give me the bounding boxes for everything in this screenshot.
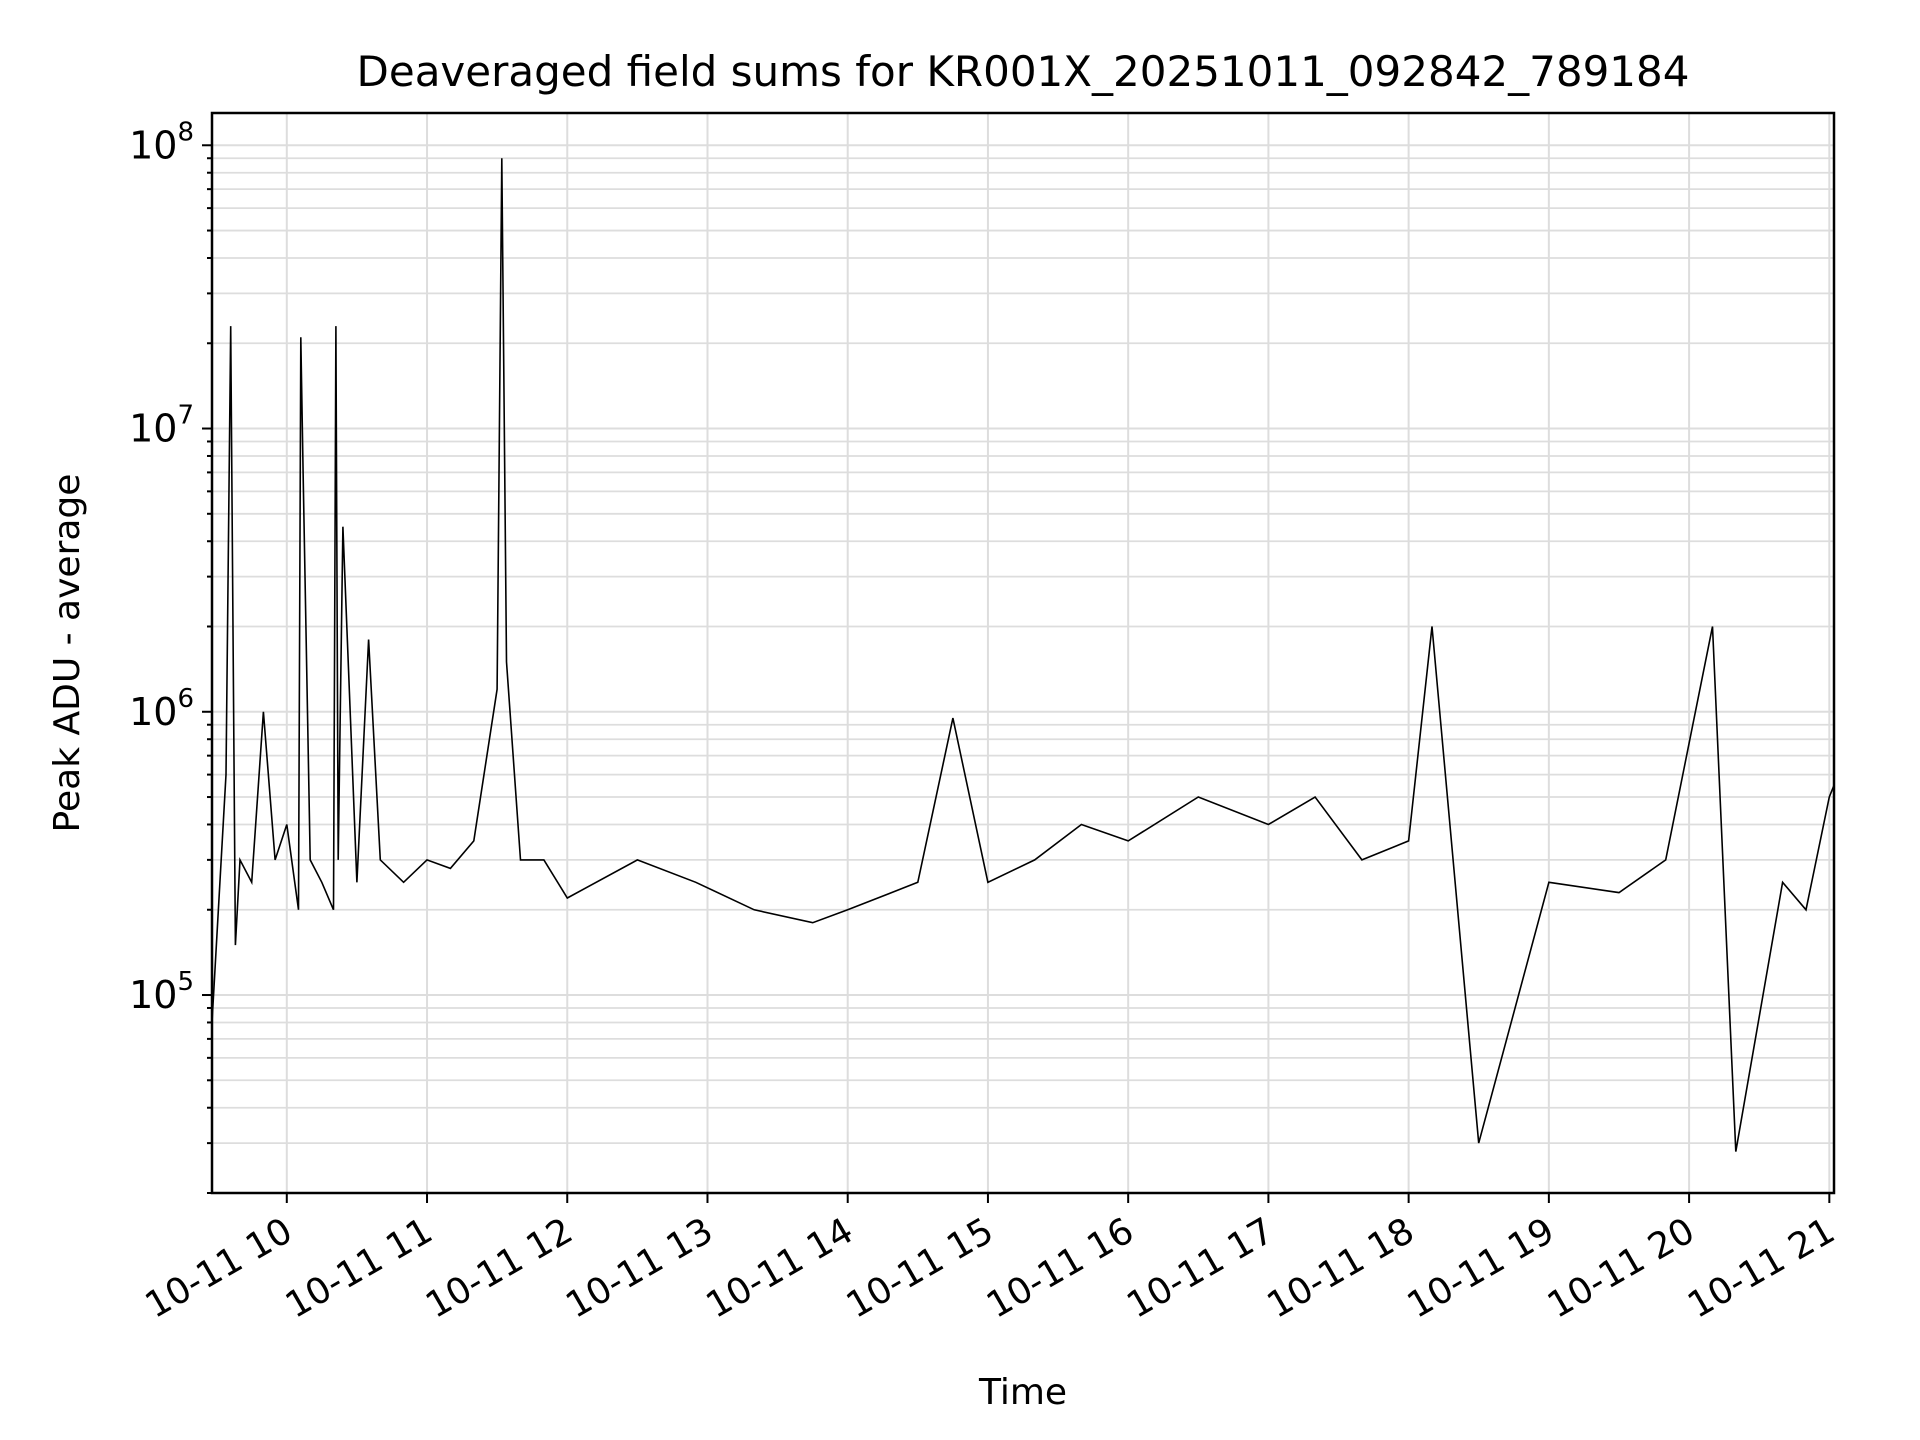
y-tick-label: 107: [129, 401, 194, 451]
y-axis-label: Peak ADU - average: [47, 474, 88, 833]
x-axis-label: Time: [978, 1372, 1067, 1413]
y-tick-label: 105: [129, 967, 194, 1017]
chart-title: Deaveraged field sums for KR001X_2025101…: [357, 47, 1690, 96]
y-tick-label: 106: [129, 684, 194, 734]
y-tick-label: 108: [129, 117, 194, 167]
series-layer: [211, 158, 1835, 1152]
grid: [212, 113, 1834, 1194]
series-line-0: [211, 158, 1835, 1152]
plot-area-frame: [210, 111, 1836, 1195]
